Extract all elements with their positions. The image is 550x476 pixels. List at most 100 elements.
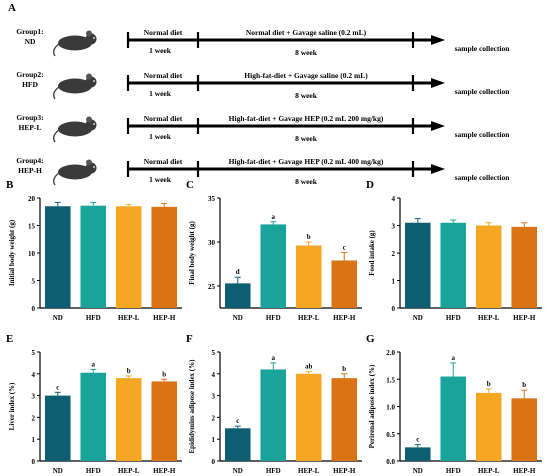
x-tick-label: HEP-H xyxy=(513,467,536,475)
significance-letter: a xyxy=(92,360,96,368)
sample-collection-label: sample collection xyxy=(455,173,511,182)
mouse-eye xyxy=(93,80,95,82)
mouse-icon xyxy=(53,159,97,186)
group-row: Group1:ND Normal diet Normal diet + Gavage… xyxy=(16,27,510,57)
chart-panel: D 0 1 2 3 4 Food intake (g) ND HFD HEP-L HEP-H xyxy=(366,179,542,322)
x-tick-label: ND xyxy=(413,467,423,475)
first-phase-duration: 1 week xyxy=(149,89,172,98)
significance-letter: c xyxy=(236,417,239,425)
bar xyxy=(44,206,71,308)
y-tick-label: 0.5 xyxy=(386,431,395,439)
y-axis-label: Epididymins adipose index (%) xyxy=(188,359,196,454)
bar xyxy=(295,373,322,461)
bar xyxy=(260,224,287,308)
y-tick-label: 1 xyxy=(392,278,396,286)
second-phase-label: High-fat-diet + Gavage HEP (0.2 mL 400 m… xyxy=(229,157,384,166)
y-tick-label: 3 xyxy=(212,393,216,401)
bar xyxy=(475,225,502,308)
mouse-body xyxy=(58,164,92,180)
mouse-body xyxy=(58,78,92,94)
mouse-eye xyxy=(93,166,95,168)
first-phase-label: Normal diet xyxy=(144,71,183,80)
panel-label: C xyxy=(186,179,194,191)
y-tick-label: 3 xyxy=(32,393,36,401)
x-tick-label: HEP-H xyxy=(333,314,356,322)
y-tick-label: 5 xyxy=(32,278,36,286)
second-phase-label: High-fat-diet + Gavage saline (0.2 mL) xyxy=(244,71,368,80)
mouse-body xyxy=(58,35,92,51)
group-row: Group2:HFD Normal diet High-fat-diet + Gav… xyxy=(16,70,510,100)
panel-label: F xyxy=(186,333,193,345)
first-phase-duration: 1 week xyxy=(149,132,172,141)
bar xyxy=(404,447,431,461)
y-axis-label: Initial body weight (g) xyxy=(8,219,16,286)
bar xyxy=(224,428,251,461)
bar xyxy=(44,395,71,461)
y-tick-label: 0 xyxy=(32,305,36,313)
y-tick-label: 5 xyxy=(32,349,36,357)
x-tick-label: HEP-H xyxy=(153,314,176,322)
x-tick-label: HEP-L xyxy=(298,467,320,475)
chart-panel: C 25 30 35 Final body weight (g) d ND a HFD b HEP-… xyxy=(186,179,362,322)
mouse-eye xyxy=(93,37,95,39)
significance-letter: a xyxy=(272,354,276,362)
x-tick-label: HEP-L xyxy=(118,314,140,322)
panel-label: E xyxy=(6,333,13,345)
group-name-label: HFD xyxy=(22,80,38,89)
x-tick-label: HFD xyxy=(446,467,461,475)
y-tick-label: 1.5 xyxy=(386,376,395,384)
timeline-arrowhead xyxy=(431,78,445,88)
x-tick-label: HFD xyxy=(446,314,461,322)
y-tick-label: 5 xyxy=(212,349,216,357)
mouse-icon xyxy=(53,73,97,100)
y-tick-label: 20 xyxy=(28,195,36,203)
y-tick-label: 1.0 xyxy=(386,404,395,412)
x-tick-label: ND xyxy=(53,467,63,475)
mouse-tail xyxy=(53,129,60,143)
y-tick-label: 2 xyxy=(392,250,396,258)
y-tick-label: 35 xyxy=(208,195,216,203)
bar xyxy=(295,245,322,308)
group-row: Group3:HEP-L Normal diet High-fat-diet + G… xyxy=(16,113,510,143)
mouse-tail xyxy=(53,86,60,100)
x-tick-label: ND xyxy=(53,314,63,322)
panel-label: B xyxy=(6,179,14,191)
second-phase-duration: 8 week xyxy=(295,48,318,57)
first-phase-duration: 1 week xyxy=(149,175,172,184)
chart-panel: F 0 1 2 3 4 5 Epididymins adipose index (%) c ND a… xyxy=(186,333,362,475)
y-tick-label: 1 xyxy=(212,436,216,444)
y-axis-label: Perirenal adipose index (%) xyxy=(368,364,376,448)
second-phase-label: Normal diet + Gavage saline (0.2 mL) xyxy=(246,28,367,37)
y-tick-label: 4 xyxy=(392,195,396,203)
second-phase-duration: 8 week xyxy=(295,177,318,186)
second-phase-label: High-fat-diet + Gavage HEP (0.2 mL 200 m… xyxy=(229,114,384,123)
panel-label: D xyxy=(366,179,374,191)
y-tick-label: 0.0 xyxy=(386,458,395,466)
chart-panel: B 0 5 10 15 20 Initial body weight (g) ND HFD HEP… xyxy=(6,179,182,322)
y-tick-label: 4 xyxy=(212,371,216,379)
sample-collection-label: sample collection xyxy=(455,87,511,96)
group-number-label: Group2: xyxy=(16,70,43,79)
significance-letter: b xyxy=(127,367,131,375)
timeline-arrowhead xyxy=(431,164,445,174)
significance-letter: c xyxy=(56,383,59,391)
bar xyxy=(511,226,538,308)
group-name-label: ND xyxy=(25,37,36,46)
x-tick-label: ND xyxy=(413,314,423,322)
first-phase-label: Normal diet xyxy=(144,114,183,123)
y-tick-label: 10 xyxy=(28,250,36,258)
significance-letter: c xyxy=(343,244,346,252)
x-tick-label: HEP-H xyxy=(513,314,536,322)
y-tick-label: 30 xyxy=(208,239,216,247)
significance-letter: a xyxy=(452,354,456,362)
x-tick-label: ND xyxy=(233,467,243,475)
sample-collection-label: sample collection xyxy=(455,130,511,139)
timeline-schematic: Group1:ND Normal diet Normal diet + Gavage… xyxy=(16,27,510,186)
bar xyxy=(224,283,251,308)
first-phase-label: Normal diet xyxy=(144,28,183,37)
group-number-label: Group4: xyxy=(16,156,43,165)
timeline-arrowhead xyxy=(431,121,445,131)
significance-letter: ab xyxy=(305,363,313,371)
